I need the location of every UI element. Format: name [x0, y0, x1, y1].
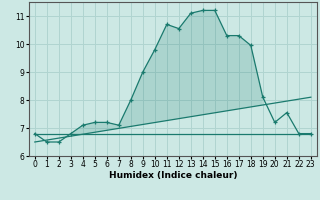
X-axis label: Humidex (Indice chaleur): Humidex (Indice chaleur)	[108, 171, 237, 180]
